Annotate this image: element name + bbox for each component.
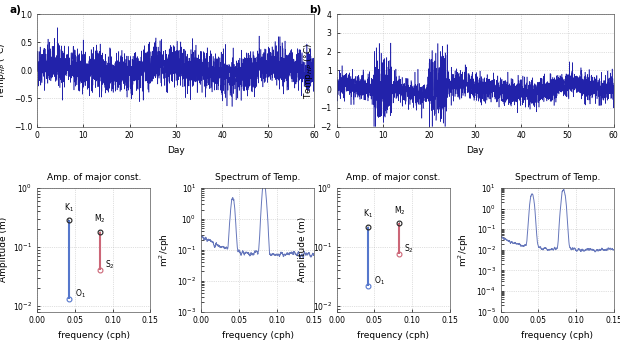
X-axis label: frequency (cph): frequency (cph)	[58, 331, 130, 340]
Text: S$_2$: S$_2$	[404, 243, 414, 255]
Y-axis label: Amplitude (m): Amplitude (m)	[0, 217, 7, 282]
X-axis label: frequency (cph): frequency (cph)	[521, 331, 593, 340]
Text: K$_1$: K$_1$	[64, 201, 74, 221]
Text: O$_1$: O$_1$	[74, 288, 86, 300]
Y-axis label: Temp$_{HP}$ (°C): Temp$_{HP}$ (°C)	[302, 42, 315, 98]
Title: Spectrum of Temp.: Spectrum of Temp.	[515, 172, 600, 182]
Text: b): b)	[309, 5, 321, 15]
Y-axis label: Temp$_{HP}$ (°C): Temp$_{HP}$ (°C)	[0, 42, 8, 98]
Text: M$_2$: M$_2$	[94, 212, 106, 232]
Text: M$_2$: M$_2$	[394, 204, 405, 223]
X-axis label: frequency (cph): frequency (cph)	[222, 331, 294, 340]
X-axis label: Day: Day	[466, 146, 484, 155]
Title: Amp. of major const.: Amp. of major const.	[46, 172, 141, 182]
Text: K$_1$: K$_1$	[363, 207, 373, 227]
X-axis label: Day: Day	[167, 146, 185, 155]
Y-axis label: Amplitude (m): Amplitude (m)	[298, 217, 307, 282]
Text: a): a)	[9, 5, 21, 15]
Text: S$_2$: S$_2$	[105, 259, 114, 272]
X-axis label: frequency (cph): frequency (cph)	[357, 331, 429, 340]
Title: Spectrum of Temp.: Spectrum of Temp.	[215, 172, 301, 182]
Text: O$_1$: O$_1$	[374, 274, 385, 287]
Y-axis label: m$^2$/cph: m$^2$/cph	[456, 233, 471, 267]
Y-axis label: m$^2$/cph: m$^2$/cph	[157, 233, 172, 267]
Title: Amp. of major const.: Amp. of major const.	[346, 172, 440, 182]
